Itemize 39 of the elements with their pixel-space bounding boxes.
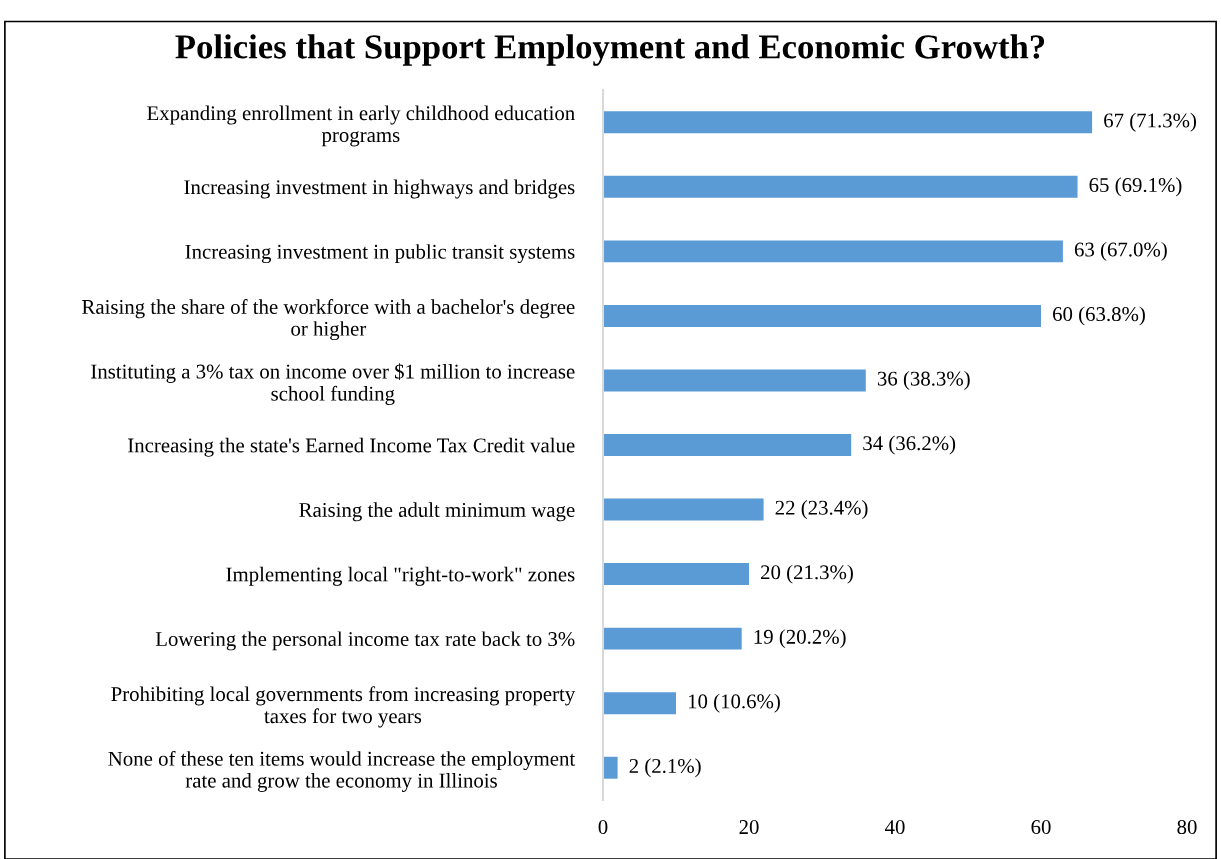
data-label: 60 (63.8%) xyxy=(1053,306,1145,326)
bar xyxy=(603,627,742,650)
bar xyxy=(603,175,1078,198)
y-tick-label: Lowering the personal income tax rate back to 3% xyxy=(155,631,575,651)
bar xyxy=(603,240,1063,263)
data-label: 34 (36.2%) xyxy=(863,435,956,455)
data-label: 2 (2.1%) xyxy=(629,758,701,778)
y-tick-label: None of these ten items would increase the employment rate and grow the economy in Illinois xyxy=(108,750,576,792)
x-tick-label: 20 xyxy=(739,820,759,835)
y-tick-label: Increasing the state's Earned Income Tax Credit value xyxy=(128,437,575,457)
bar xyxy=(603,692,676,715)
data-label: 20 (21.3%) xyxy=(761,564,853,584)
data-label: 19 (20.2%) xyxy=(754,629,846,649)
y-tick-label: Expanding enrollment in early childhood education programs xyxy=(147,105,575,147)
y-tick-label: Raising the adult minimum wage xyxy=(299,502,575,522)
y-tick-label: Increasing investment in highways and bridges xyxy=(184,179,575,199)
y-tick-label: Increasing investment in public transit systems xyxy=(185,244,575,264)
bar xyxy=(603,498,764,521)
bar xyxy=(603,756,618,779)
data-label: 67 (71.3%) xyxy=(1104,112,1197,132)
bar xyxy=(603,563,749,586)
data-label: 22 (23.4%) xyxy=(775,500,868,519)
y-tick-label: Raising the share of the workforce with a bachelor's degree or higher xyxy=(82,299,575,341)
data-label: 63 (67.0%) xyxy=(1074,241,1167,261)
data-label: 10 (10.6%) xyxy=(688,693,780,713)
y-tick-label: Implementing local "right-to-work" zones xyxy=(226,566,575,586)
bar xyxy=(603,434,852,456)
data-label: 36 (38.3%) xyxy=(877,371,970,390)
bar xyxy=(603,304,1041,327)
x-tick-label: 40 xyxy=(884,820,905,835)
x-tick-label: 0 xyxy=(598,820,608,835)
x-tick-label: 60 xyxy=(1031,820,1051,835)
bar xyxy=(603,111,1093,134)
chart-title: Policies that Support Employment and Economic Growth? xyxy=(175,34,1045,66)
y-tick-label: Instituting a 3% tax on income over $1 million to increase school funding xyxy=(91,363,575,406)
data-label: 65 (69.1%) xyxy=(1089,177,1182,197)
x-tick-label: 80 xyxy=(1177,820,1197,835)
y-tick-label: Prohibiting local governments from increasing property taxes for two years xyxy=(111,686,576,728)
bar xyxy=(603,369,866,392)
